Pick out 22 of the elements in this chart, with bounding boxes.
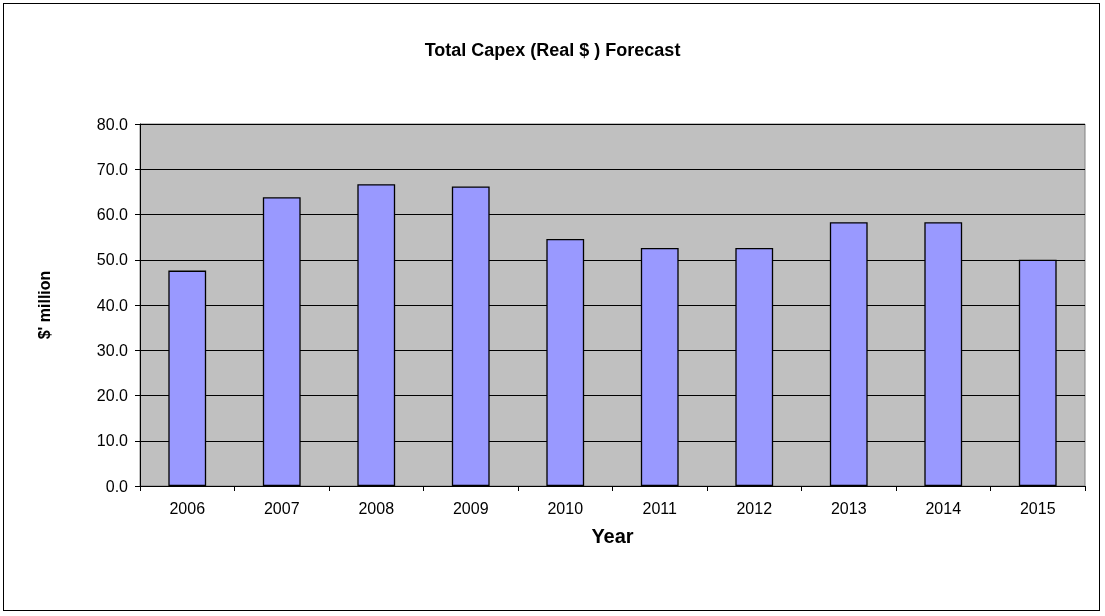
y-tick-label: 0.0 (105, 477, 129, 495)
x-tick-label: 2009 (452, 499, 489, 517)
x-tick-label: 2010 (547, 499, 584, 517)
x-axis-title: Year (591, 525, 634, 547)
x-tick-label: 2007 (263, 499, 300, 517)
y-tick-label: 40.0 (96, 296, 129, 314)
y-tick-label: 10.0 (96, 432, 129, 450)
y-tick-label: 70.0 (96, 160, 129, 178)
y-axis-title: $' million (35, 270, 53, 340)
y-tick-label: 20.0 (96, 387, 129, 404)
y-tick-label: 60.0 (96, 206, 129, 223)
y-tick-label: 30.0 (96, 341, 129, 359)
x-tick-label: 2015 (1019, 499, 1056, 517)
x-tick-label: 2006 (169, 499, 206, 517)
x-tick-label: 2008 (358, 499, 395, 517)
chart-title: Total Capex (Real $ ) Forecast (424, 40, 681, 60)
y-tick-label: 80.0 (96, 115, 129, 133)
x-tick-label: 2014 (925, 499, 962, 517)
x-tick-label: 2013 (830, 499, 867, 517)
x-tick-label: 2012 (736, 499, 773, 517)
x-tick-label: 2011 (642, 499, 678, 517)
y-tick-label: 50.0 (96, 251, 129, 269)
